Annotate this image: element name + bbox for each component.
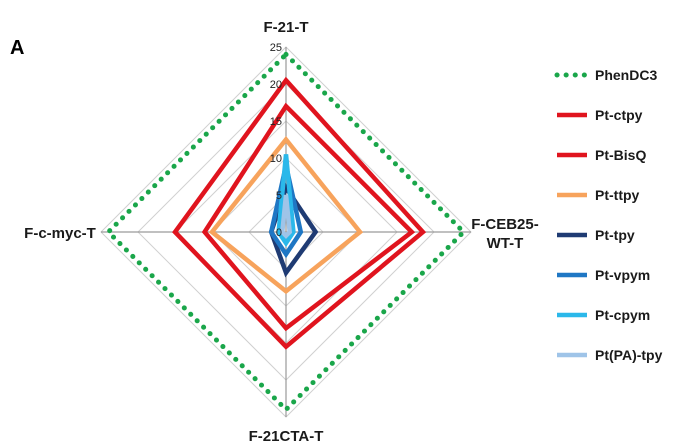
- axis-label-1: F-CEB25-WT-T: [471, 216, 539, 252]
- legend-item-pt-pa-tpy: Pt(PA)-tpy: [557, 347, 663, 363]
- legend-label: Pt-ctpy: [595, 107, 643, 123]
- legend-item-pt-ttpy: Pt-ttpy: [557, 187, 640, 203]
- series-pt-cpym: [276, 154, 296, 248]
- legend-label: Pt(PA)-tpy: [595, 347, 663, 363]
- tick-label-25: 25: [270, 42, 282, 54]
- series-phendc3: [104, 50, 468, 414]
- series-pt-ttpy: [208, 135, 364, 295]
- axis-label-2: F-21CTA-T: [249, 428, 324, 445]
- legend-label: Pt-vpym: [595, 267, 650, 283]
- legend-label: Pt-tpy: [595, 227, 635, 243]
- series-pt-pa-tpy: [279, 194, 293, 239]
- panel-letter: A: [10, 37, 24, 59]
- radar-axis-labels: F-21-T F-CEB25-WT-T F-21CTA-T F-c-myc-T: [24, 19, 539, 445]
- axis-label-0: F-21-T: [264, 19, 309, 36]
- radar-tick-labels: 0 5 10 15 20 25: [270, 42, 282, 239]
- legend-label: Pt-BisQ: [595, 147, 646, 163]
- tick-label-10: 10: [270, 153, 282, 165]
- tick-label-15: 15: [270, 116, 282, 128]
- tick-label-0: 0: [276, 227, 282, 239]
- series-pt-bisq: [201, 102, 416, 332]
- legend-item-pt-vpym: Pt-vpym: [557, 267, 650, 283]
- legend: PhenDC3 Pt-ctpy Pt-BisQ Pt-ttpy Pt-tpy Pt-vpy…: [554, 67, 663, 363]
- legend-item-pt-ctpy: Pt-ctpy: [557, 107, 643, 123]
- radar-axes: [101, 47, 471, 417]
- legend-label: Pt-ttpy: [595, 187, 640, 203]
- legend-item-pt-tpy: Pt-tpy: [557, 227, 635, 243]
- legend-item-pt-cpym: Pt-cpym: [557, 307, 650, 323]
- legend-item-phendc3: PhenDC3: [554, 67, 657, 83]
- axis-label-3: F-c-myc-T: [24, 225, 96, 242]
- radar-series: [104, 50, 468, 414]
- legend-label: PhenDC3: [595, 67, 657, 83]
- series-pt-vpym: [268, 164, 304, 259]
- tick-label-20: 20: [270, 79, 282, 91]
- tick-label-5: 5: [276, 190, 282, 202]
- legend-item-pt-bisq: Pt-BisQ: [557, 147, 646, 163]
- legend-label: Pt-cpym: [595, 307, 650, 323]
- series-pt-ctpy: [172, 76, 427, 350]
